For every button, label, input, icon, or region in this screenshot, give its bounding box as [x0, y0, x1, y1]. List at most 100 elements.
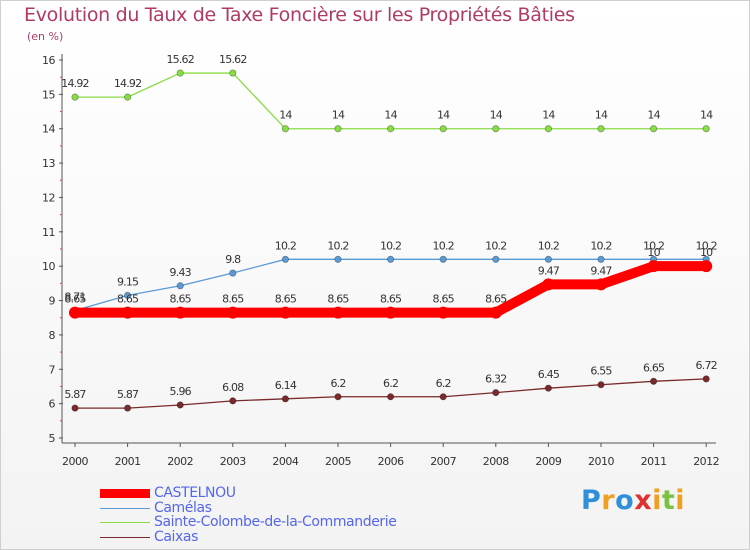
data-point [386, 255, 395, 263]
data-point [71, 404, 79, 412]
data-point [124, 93, 132, 101]
data-label: 8.65 [275, 293, 297, 306]
data-label: 8.65 [222, 293, 244, 306]
x-tick-label: 2011 [641, 455, 667, 468]
data-point [334, 393, 342, 401]
data-label: 10.2 [433, 239, 454, 252]
data-point [439, 255, 447, 263]
y-tick-label: 8 [49, 329, 56, 342]
logo-letter: r [601, 485, 616, 516]
data-label: 14 [437, 109, 450, 122]
data-label: 9.47 [590, 264, 612, 277]
data-label: 9.15 [117, 275, 139, 288]
data-point [544, 384, 553, 392]
y-tick-label: 14 [42, 123, 55, 136]
data-label: 8.71 [64, 291, 85, 304]
legend-swatch-sainte-colombe [100, 522, 150, 523]
legend-label-caixas: Caixas [154, 529, 199, 545]
x-tick-label: 2007 [430, 455, 456, 468]
data-point [597, 255, 605, 263]
data-label: 9.47 [538, 264, 560, 277]
data-point [332, 306, 344, 319]
chart-subtitle: (en %) [27, 30, 64, 43]
data-point [176, 69, 184, 77]
legend-swatch-camelas [100, 508, 150, 509]
legend-swatch-castelnou [100, 489, 150, 498]
data-label: 6.14 [275, 379, 297, 392]
y-tick-label: 9 [49, 295, 56, 308]
data-label: 6.65 [643, 361, 665, 374]
data-label: 14 [279, 109, 292, 122]
data-label: 6.2 [383, 377, 398, 390]
logo-letter: i [675, 485, 686, 516]
data-label: 5.96 [170, 385, 192, 398]
logo-letter: i [652, 485, 662, 516]
data-point [544, 255, 553, 263]
x-tick-label: 2000 [62, 455, 88, 468]
data-label: 6.72 [696, 359, 717, 372]
data-label: 8.65 [485, 293, 507, 306]
data-label: 6.2 [330, 377, 345, 390]
data-label: 5.87 [117, 388, 139, 401]
data-point [595, 278, 607, 291]
data-label: 14.92 [61, 77, 89, 90]
data-label: 14 [542, 109, 555, 122]
data-point [281, 255, 289, 263]
logo-letter: o [615, 485, 635, 516]
data-label: 8.65 [117, 293, 139, 306]
data-label: 14 [490, 109, 503, 122]
data-point [279, 306, 292, 319]
data-point [281, 395, 289, 403]
x-tick-label: 2004 [272, 455, 298, 468]
data-point [702, 125, 710, 133]
data-label: 9.8 [225, 253, 241, 266]
data-point [384, 306, 397, 319]
data-point [386, 125, 395, 133]
data-point [649, 377, 658, 385]
data-point [700, 260, 713, 273]
x-tick-label: 2009 [535, 455, 561, 468]
data-label: 10.2 [643, 239, 664, 252]
proxiti-logo: Proxiti [581, 485, 685, 516]
data-point [544, 125, 553, 133]
legend-label-camelas: Camélas [154, 500, 212, 516]
data-label: 8.65 [380, 293, 402, 306]
data-point [597, 125, 605, 133]
data-point [492, 389, 500, 397]
data-label: 8.65 [170, 293, 192, 306]
data-point [281, 125, 289, 133]
data-label: 14.92 [114, 77, 142, 90]
data-label: 6.2 [436, 377, 451, 390]
logo-letter: t [661, 485, 676, 516]
data-label: 6.45 [538, 368, 560, 381]
data-label: 14 [384, 109, 397, 122]
data-point [71, 93, 79, 101]
data-label: 10.2 [485, 239, 506, 252]
data-point [386, 393, 395, 401]
x-tick-label: 2006 [378, 455, 404, 468]
x-tick-label: 2003 [220, 455, 246, 468]
data-label: 9.43 [170, 266, 192, 279]
data-label: 15.62 [219, 53, 247, 66]
data-label: 6.55 [590, 365, 612, 378]
y-tick-label: 15 [42, 88, 55, 101]
data-label: 10.2 [327, 239, 348, 252]
data-point [439, 393, 447, 401]
data-point [226, 306, 239, 319]
data-label: 8.65 [64, 293, 86, 306]
x-tick-label: 2002 [167, 455, 193, 468]
data-label: 10 [647, 246, 660, 259]
y-tick-label: 6 [49, 398, 56, 411]
data-label: 8.65 [327, 293, 349, 306]
x-tick-label: 2008 [483, 455, 509, 468]
data-point [229, 69, 237, 77]
data-label: 6.08 [222, 381, 244, 394]
data-point [124, 291, 132, 299]
data-point [121, 306, 134, 319]
data-point [174, 306, 187, 319]
y-tick-label: 12 [42, 191, 55, 204]
data-label: 10.2 [696, 239, 717, 252]
data-point [334, 255, 342, 263]
logo-letter: P [581, 485, 602, 516]
